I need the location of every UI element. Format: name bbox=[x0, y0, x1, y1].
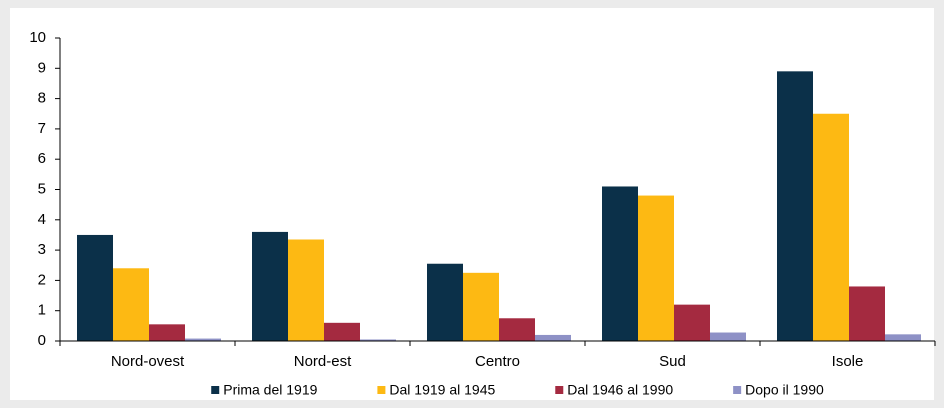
bar bbox=[185, 338, 221, 341]
bar bbox=[638, 195, 674, 341]
y-tick-label: 3 bbox=[38, 241, 46, 258]
bar bbox=[849, 286, 885, 341]
bar bbox=[77, 234, 113, 341]
bar bbox=[602, 186, 638, 341]
legend-item: Prima del 1919 bbox=[211, 382, 318, 398]
x-tick-label: Nord-ovest bbox=[111, 353, 185, 370]
bar bbox=[324, 322, 360, 341]
y-tick-label: 2 bbox=[38, 271, 46, 288]
legend-item: Dal 1919 al 1945 bbox=[377, 382, 495, 398]
legend-swatch bbox=[733, 386, 742, 394]
bar bbox=[813, 113, 849, 341]
bar bbox=[674, 304, 710, 341]
y-tick-label: 4 bbox=[38, 211, 46, 228]
y-tick-label: 0 bbox=[38, 332, 46, 349]
bar bbox=[149, 324, 185, 341]
bar bbox=[710, 332, 746, 341]
x-tick-label: Nord-est bbox=[294, 353, 352, 370]
x-tick-label: Isole bbox=[832, 353, 864, 370]
bar bbox=[252, 231, 288, 341]
bar bbox=[463, 272, 499, 341]
legend-swatch bbox=[555, 386, 564, 394]
y-tick-label: 8 bbox=[38, 90, 46, 107]
bar bbox=[288, 239, 324, 341]
legend-item: Dal 1946 al 1990 bbox=[555, 382, 673, 398]
bar bbox=[777, 71, 813, 341]
bar bbox=[535, 334, 571, 341]
y-tick-label: 6 bbox=[38, 150, 46, 167]
bar bbox=[360, 339, 396, 341]
y-tick-label: 9 bbox=[38, 59, 46, 76]
bar bbox=[427, 263, 463, 341]
legend-label: Dopo il 1990 bbox=[745, 382, 824, 398]
y-tick-label: 5 bbox=[38, 180, 46, 197]
legend-label: Dal 1946 al 1990 bbox=[567, 382, 673, 398]
legend-item: Dopo il 1990 bbox=[733, 382, 824, 398]
bar bbox=[113, 268, 149, 341]
x-tick-label: Sud bbox=[659, 353, 686, 370]
legend-label: Dal 1919 al 1945 bbox=[389, 382, 495, 398]
y-tick-label: 10 bbox=[29, 29, 46, 46]
legend-swatch bbox=[211, 386, 220, 394]
y-tick-label: 1 bbox=[38, 302, 46, 319]
y-tick-label: 7 bbox=[38, 120, 46, 137]
legend-label: Prima del 1919 bbox=[223, 382, 317, 398]
legend: Prima del 1919 Dal 1919 al 1945 Dal 1946 a… bbox=[211, 382, 824, 398]
bar bbox=[499, 318, 535, 341]
x-tick-label: Centro bbox=[475, 353, 520, 370]
legend-swatch bbox=[377, 386, 386, 394]
bar bbox=[885, 334, 921, 341]
